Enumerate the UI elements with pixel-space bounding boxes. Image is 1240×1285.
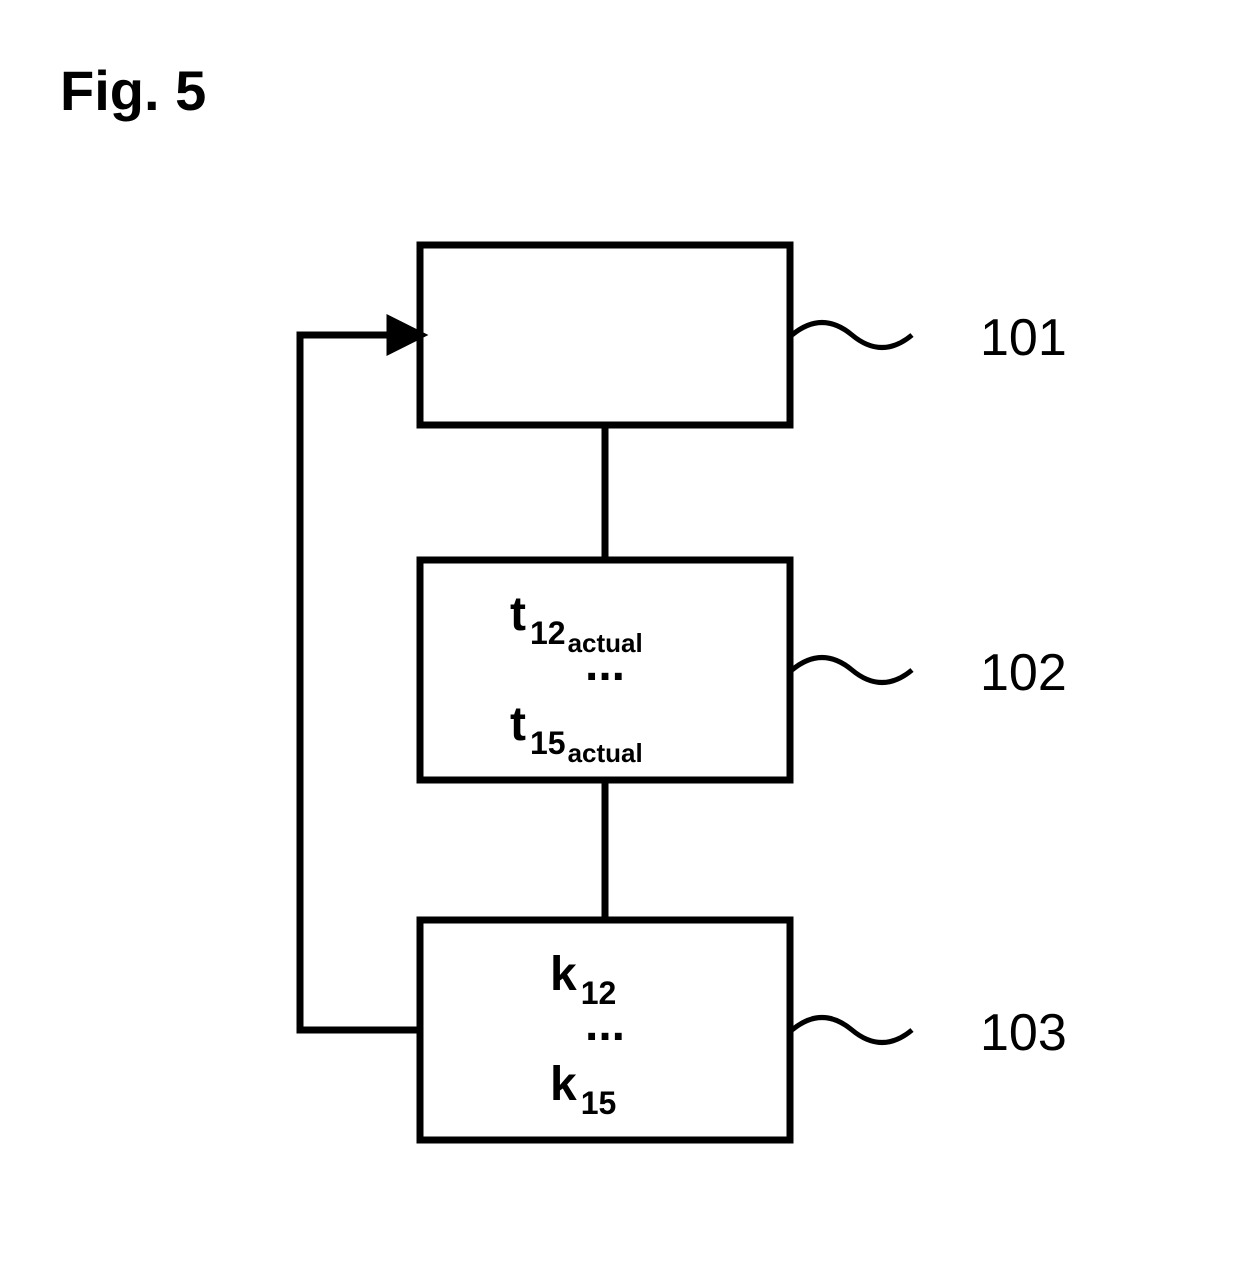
block-101 <box>420 245 790 425</box>
connector-feedback-103-101 <box>300 335 420 1030</box>
leader-102 <box>792 658 912 683</box>
leader-101 <box>792 323 912 348</box>
block-102-dots: ... <box>585 638 625 691</box>
leader-103 <box>792 1018 912 1043</box>
ref-label-101: 101 <box>980 309 1067 367</box>
block-103-line2: k15 <box>550 1058 616 1121</box>
ref-label-102: 102 <box>980 644 1067 702</box>
ref-label-103: 103 <box>980 1004 1067 1062</box>
figure-title: Fig. 5 <box>60 59 206 122</box>
block-102-line2: t15actual <box>510 698 643 768</box>
block-103-dots: ... <box>585 998 625 1051</box>
